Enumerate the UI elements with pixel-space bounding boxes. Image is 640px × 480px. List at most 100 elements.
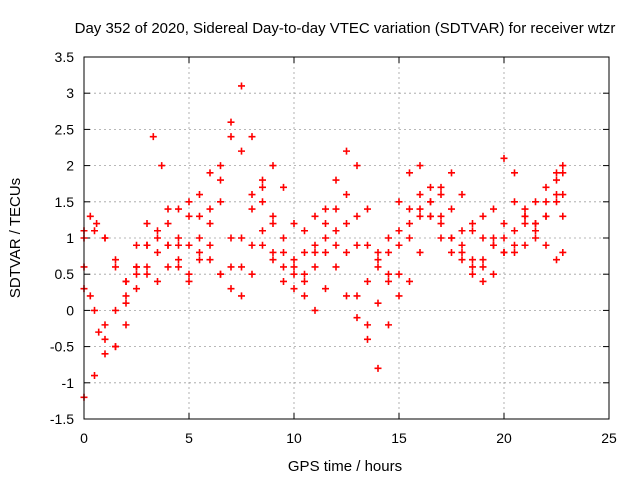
data-point — [217, 270, 224, 278]
data-point — [332, 241, 340, 249]
data-point — [164, 263, 172, 271]
data-point — [521, 212, 529, 220]
data-point — [86, 292, 94, 300]
data-point — [227, 285, 235, 293]
data-point — [259, 241, 266, 249]
data-point — [112, 343, 119, 351]
data-point — [227, 133, 235, 141]
data-point — [227, 234, 235, 242]
plot-frame — [83, 56, 610, 420]
data-point — [385, 248, 392, 256]
data-point — [280, 183, 287, 191]
data-point — [259, 176, 266, 184]
grid-layer — [84, 57, 609, 419]
y-tick-labels: -1.5 -1 -0.5 0 0.5 1 1.5 2 2.5 3 3.5 — [50, 49, 74, 427]
data-point — [269, 162, 277, 170]
x-tick-label: 25 — [601, 430, 617, 446]
data-point — [406, 205, 413, 213]
data-point — [301, 227, 308, 235]
data-point — [353, 212, 361, 220]
data-point — [385, 234, 392, 242]
data-point — [269, 256, 277, 264]
data-point — [290, 285, 298, 293]
data-point — [511, 248, 518, 256]
data-point — [91, 372, 98, 380]
data-point — [479, 263, 487, 271]
data-point — [542, 198, 550, 206]
data-point — [416, 248, 424, 256]
y-tick-label: -0.5 — [50, 339, 74, 355]
data-point — [206, 220, 214, 228]
data-point — [437, 191, 445, 199]
data-point — [511, 241, 518, 249]
data-point — [353, 241, 361, 249]
data-point — [322, 205, 329, 213]
chart-title: Day 352 of 2020, Sidereal Day-to-day VTE… — [75, 20, 616, 37]
data-point — [458, 227, 466, 235]
data-point — [322, 285, 329, 293]
data-point — [185, 212, 193, 220]
data-point — [490, 241, 497, 249]
data-point — [164, 205, 172, 213]
data-point — [374, 263, 382, 271]
data-point — [469, 263, 476, 271]
data-point — [290, 263, 298, 271]
data-point — [196, 248, 203, 256]
data-point — [290, 270, 298, 278]
data-point — [290, 220, 298, 228]
data-point — [427, 212, 434, 220]
data-point — [416, 205, 424, 213]
data-point — [227, 118, 235, 126]
data-point — [259, 183, 266, 191]
data-point — [521, 205, 529, 213]
data-point — [532, 198, 539, 206]
data-point — [479, 234, 487, 242]
data-point — [374, 299, 382, 307]
data-point — [154, 248, 161, 256]
data-point — [458, 248, 466, 256]
data-point — [374, 248, 382, 256]
data-point — [196, 234, 203, 242]
data-point — [511, 169, 518, 177]
data-point — [559, 162, 567, 170]
data-point — [290, 256, 298, 264]
data-point — [248, 133, 256, 141]
data-point — [343, 191, 350, 199]
data-point — [185, 277, 193, 285]
data-point — [364, 335, 371, 343]
data-point — [385, 277, 392, 285]
data-point — [553, 256, 560, 264]
data-point — [559, 191, 567, 199]
data-point — [217, 162, 224, 170]
data-point — [469, 220, 476, 228]
data-point — [133, 263, 140, 271]
data-point — [427, 198, 434, 206]
data-point — [101, 335, 109, 343]
data-point — [395, 241, 403, 249]
y-tick-label: 0 — [66, 302, 74, 318]
data-point — [395, 227, 403, 235]
y-tick-label: -1 — [62, 375, 75, 391]
data-point — [248, 191, 256, 199]
data-point — [448, 234, 455, 242]
data-point — [280, 234, 287, 242]
data-point — [301, 277, 308, 285]
data-point — [269, 212, 277, 220]
data-point — [143, 241, 151, 249]
data-point — [143, 263, 151, 271]
data-point — [269, 248, 277, 256]
data-point — [437, 183, 445, 191]
data-points — [80, 82, 567, 401]
series-sat-A — [80, 169, 567, 401]
data-point — [364, 241, 371, 249]
data-point — [395, 292, 403, 300]
data-point — [238, 234, 245, 242]
data-point — [301, 270, 308, 278]
x-tick-label: 15 — [391, 430, 407, 446]
data-point — [553, 198, 560, 206]
data-point — [385, 321, 392, 329]
data-point — [332, 263, 340, 271]
data-point — [553, 176, 560, 184]
data-point — [490, 234, 497, 242]
